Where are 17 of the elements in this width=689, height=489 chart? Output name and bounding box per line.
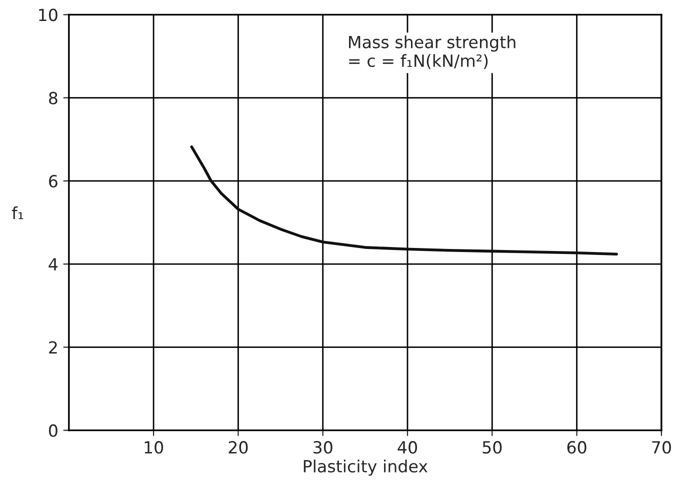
annotation: Mass shear strength = c = f₁N(kN/m²): [349, 35, 516, 69]
y-tick-label: 6: [49, 174, 58, 188]
x-tick-label: 10: [144, 441, 164, 454]
x-axis-title: Plasticity index: [304, 460, 428, 476]
y-axis-title: f₁: [12, 206, 24, 220]
x-tick-label: 70: [652, 441, 671, 454]
line-series: [190, 145, 618, 256]
x-tick-label: 20: [228, 441, 248, 454]
x-tick-label: 40: [398, 441, 417, 454]
x-tick-label: 50: [482, 441, 502, 454]
y-tick-label: 2: [49, 341, 57, 354]
y-tick-label: 10: [39, 8, 58, 22]
y-tick-label: 8: [49, 92, 58, 104]
y-tick-label: 4: [48, 258, 58, 270]
x-tick-label: 30: [314, 441, 332, 454]
x-tick-label: 60: [567, 441, 586, 454]
y-tick-label: 0: [48, 424, 58, 437]
